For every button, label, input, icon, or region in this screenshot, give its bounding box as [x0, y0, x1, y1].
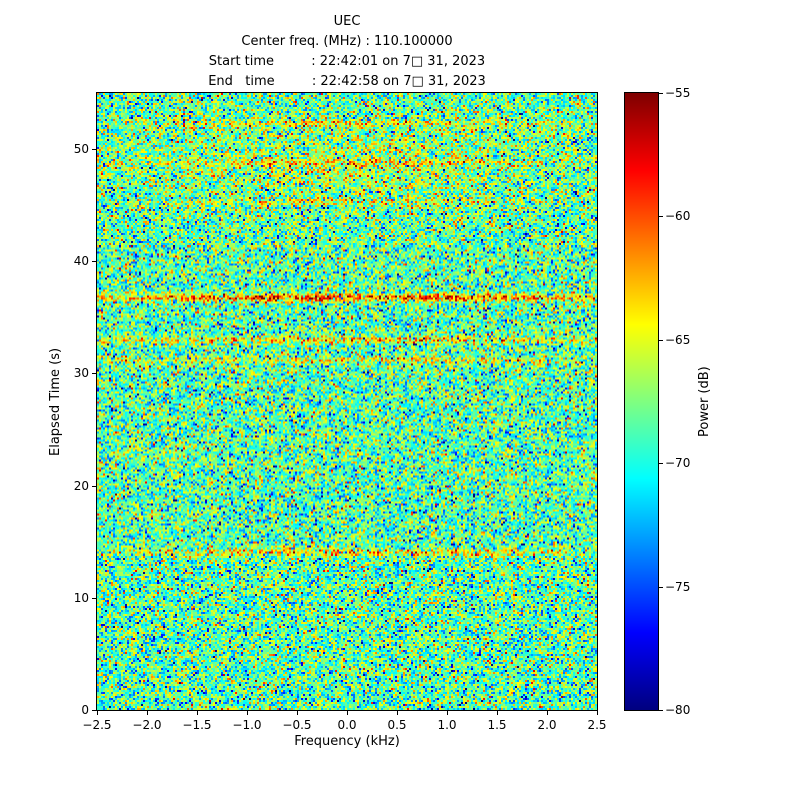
y-tick-mark [92, 261, 96, 263]
x-tick-mark [497, 711, 498, 715]
heatmap-canvas [97, 93, 597, 710]
y-tick-mark [92, 373, 96, 375]
y-tick-label: 20 [73, 478, 89, 493]
colorbar [624, 92, 659, 711]
y-tick-label: 50 [73, 142, 89, 157]
colorbar-tick-label: −70 [665, 456, 691, 471]
x-tick-mark [247, 711, 248, 715]
title-block: UEC Center freq. (MHz) : 110.100000 Star… [97, 12, 597, 92]
x-tick-label: 1.0 [437, 718, 457, 732]
colorbar-tick-label: −80 [665, 703, 691, 717]
x-tick-label: −1.0 [232, 718, 262, 732]
colorbar-canvas [625, 93, 658, 710]
x-tick-label: 1.5 [487, 718, 507, 732]
colorbar-tick-label: −60 [665, 209, 691, 224]
x-tick-label: −0.5 [282, 718, 312, 732]
y-tick-mark [92, 710, 96, 711]
x-tick-label: 0.5 [387, 718, 407, 732]
x-tick-mark [347, 711, 348, 715]
x-tick-mark [147, 711, 148, 715]
x-tick-label: −2.0 [132, 718, 162, 732]
x-tick-mark [547, 711, 548, 715]
x-tick-label: 0.0 [337, 718, 357, 732]
x-tick-mark [197, 711, 198, 715]
figure-title: UEC [333, 14, 361, 29]
colorbar-tick-label: −75 [665, 579, 691, 594]
colorbar-tick-mark [659, 710, 663, 711]
colorbar-tick-mark [659, 339, 663, 341]
x-tick-mark [397, 711, 398, 715]
colorbar-tick-mark [659, 93, 663, 94]
x-tick-label: 2.5 [587, 718, 607, 732]
end-time-line: End time : 22:42:58 on 7□ 31, 2023 [208, 74, 486, 89]
y-tick-mark [92, 597, 96, 599]
start-time-line: Start time : 22:42:01 on 7□ 31, 2023 [208, 54, 486, 69]
y-tick-mark [92, 149, 96, 151]
y-tick-mark [92, 485, 96, 487]
colorbar-tick-label: −65 [665, 332, 691, 347]
colorbar-label: Power (dB) [697, 366, 712, 437]
center-freq-line: Center freq. (MHz) : 110.100000 [241, 34, 453, 49]
y-tick-label: 40 [73, 254, 89, 269]
y-tick-label: 10 [73, 590, 89, 605]
y-tick-label: 0 [81, 703, 89, 717]
colorbar-tick-mark [659, 586, 663, 588]
x-tick-mark [447, 711, 448, 715]
x-tick-mark [97, 711, 98, 715]
y-tick-label: 30 [73, 366, 89, 381]
y-axis-label: Elapsed Time (s) [48, 347, 63, 456]
x-tick-label: −2.5 [82, 718, 112, 732]
colorbar-tick-mark [659, 463, 663, 465]
x-tick-label: 2.0 [537, 718, 557, 732]
colorbar-tick-mark [659, 216, 663, 218]
x-tick-label: −1.5 [182, 718, 212, 732]
x-tick-mark [297, 711, 298, 715]
heatmap-plot [96, 92, 598, 711]
x-tick-mark [597, 711, 598, 715]
x-axis-label: Frequency (kHz) [294, 734, 400, 749]
colorbar-tick-label: −55 [665, 86, 691, 100]
